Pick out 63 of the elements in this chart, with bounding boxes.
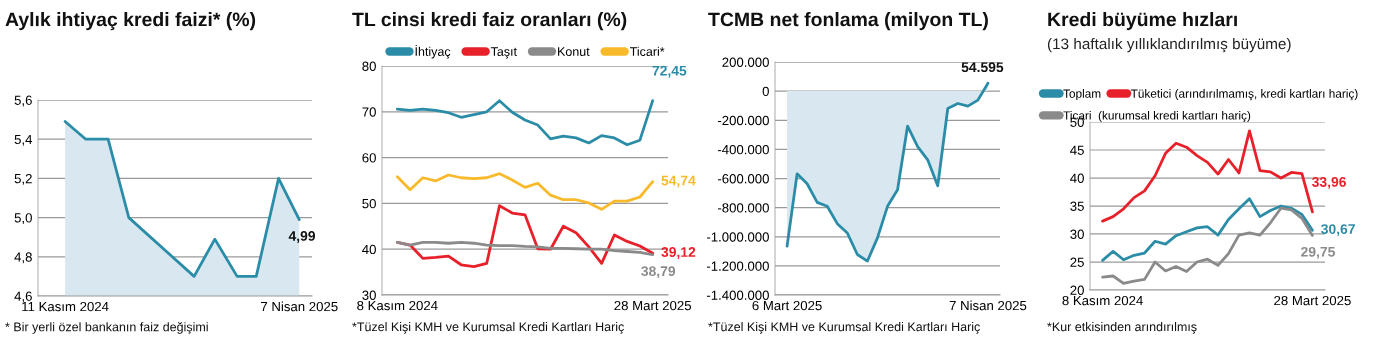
y-tick-label: 50: [362, 198, 376, 209]
y-tick-label: 40: [1070, 173, 1084, 183]
y-tick-label: -400.000: [717, 144, 769, 155]
y-tick-label: -200.000: [717, 115, 769, 126]
chart-title: Aylık ihtiyaç kredi faizi* (%): [5, 12, 256, 31]
y-tick-label: -1.400.000: [706, 290, 769, 300]
y-tick-label: 5,4: [14, 134, 33, 146]
data-label: 54,74: [661, 175, 696, 188]
y-tick-label: 5,6: [14, 95, 32, 107]
x-tick-label: 8 Kasım 2024: [357, 300, 438, 311]
y-tick-label: 45: [1070, 145, 1084, 155]
legend-label: İhtiyaç: [415, 45, 451, 59]
chart-title: TL cinsi kredi faiz oranları (%): [352, 12, 627, 31]
data-label: 29,75: [1301, 246, 1335, 259]
x-tick-label: 7 Nisan 2025: [261, 301, 338, 312]
data-label: 54.595: [961, 62, 1004, 73]
y-tick-label: 4,6: [14, 291, 32, 303]
line-series: [395, 172, 655, 211]
legend-label: Ticari*: [629, 46, 665, 56]
legend-label: Tüketici (arındırılmamış, kredi kartları hariç): [1130, 89, 1358, 101]
chart-title: Kredi büyüme hızları: [1048, 12, 1237, 31]
y-tick-label: 5,0: [14, 213, 32, 225]
x-tick-label: 7 Nisan 2025: [949, 300, 1027, 311]
y-tick-label: 25: [1070, 257, 1084, 267]
y-tick-label: 40: [362, 244, 376, 255]
y-tick-label: 80: [362, 61, 376, 71]
data-label: 39,12: [661, 247, 696, 259]
line-series: [1101, 129, 1314, 223]
text: * Bir yerli özel bankanın faiz değişimi: [5, 322, 208, 334]
chart-subtitle: (13 haftalık yıllıklandırılmış büyüme): [1047, 38, 1291, 53]
y-tick-label: 30: [1070, 229, 1084, 239]
legend-label: Taşıt: [490, 47, 517, 59]
line-series: [395, 99, 655, 147]
text: *Tüzel Kişi KMH ve Kurumsal Kredi Kartları Hariç: [352, 322, 624, 334]
x-tick-label: 11 Kasım 2024: [22, 301, 109, 312]
text: *Tüzel Kişi KMH ve Kurumsal Kredi Kartları Hariç: [708, 322, 980, 334]
text: *Kur etkisinden arındırılmış: [1047, 322, 1197, 334]
legend-label: Konut: [558, 47, 590, 56]
y-tick-label: 5,2: [14, 173, 32, 185]
x-tick-label: 8 Kasım 2024: [1062, 295, 1143, 306]
y-tick-label: -800.000: [717, 203, 769, 213]
y-tick-label: -1.000.000: [706, 232, 769, 242]
y-tick-label: 60: [362, 153, 376, 163]
y-tick-label: 20: [1070, 285, 1084, 295]
legend-label: Toplam: [1063, 89, 1101, 101]
x-tick-label: 28 Mart 2025: [614, 300, 691, 311]
y-tick-label: 4,8: [14, 252, 32, 264]
data-label: 30,67: [1321, 224, 1355, 236]
y-tick-label: -600.000: [717, 174, 769, 184]
y-tick-label: 0: [762, 86, 769, 97]
data-label: 38,79: [641, 266, 676, 279]
y-tick-label: -1.200.000: [706, 261, 769, 271]
data-label: 33,96: [1312, 177, 1346, 189]
y-tick-label: 200.000: [722, 57, 769, 67]
data-label: 72,45: [652, 65, 687, 78]
chart-title: TCMB net fonlama (milyon TL): [708, 12, 988, 31]
x-tick-label: 28 Mart 2025: [1274, 295, 1351, 306]
y-tick-label: 70: [362, 107, 376, 117]
y-tick-label: 30: [362, 290, 376, 300]
x-tick-label: 6 Mart 2025: [752, 300, 822, 311]
y-tick-label: 35: [1070, 201, 1084, 211]
line-series: [395, 240, 655, 257]
data-label: 4,99: [288, 231, 316, 243]
